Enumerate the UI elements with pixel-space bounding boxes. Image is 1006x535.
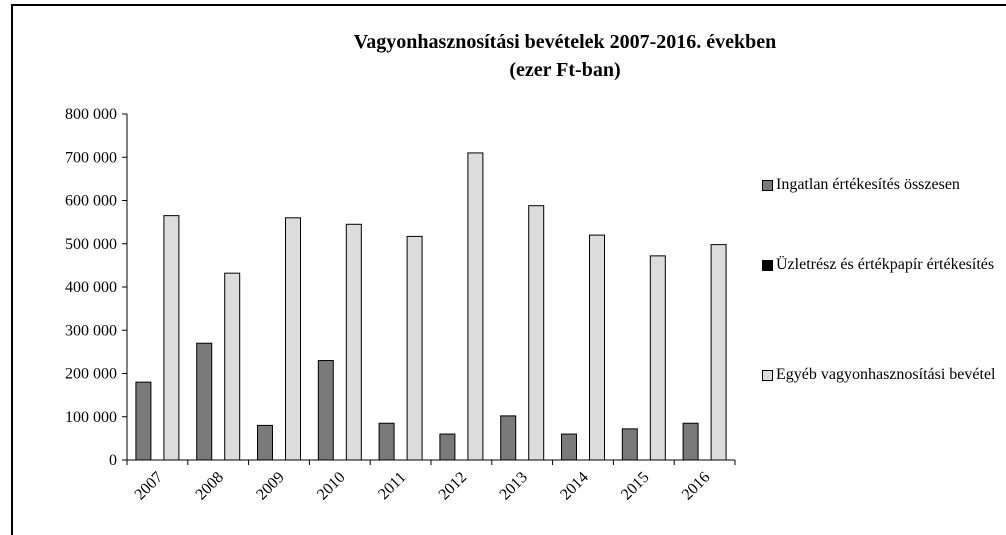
bar (285, 217, 301, 461)
bar (621, 428, 638, 461)
x-tick-label: 2012 (436, 469, 471, 504)
legend-label: Egyéb vagyonhasznosítási bevétel (776, 366, 996, 383)
bar (467, 152, 484, 461)
bar (500, 415, 517, 461)
x-tick-label: 2009 (253, 469, 288, 504)
bar (406, 235, 423, 461)
legend-swatch (762, 180, 773, 191)
bar (710, 244, 727, 461)
x-tick-label: 2014 (557, 469, 592, 504)
bar (378, 422, 395, 461)
x-tick-label: 2013 (496, 469, 531, 504)
chart-title: Vagyonhasznosítási bevételek 2007-2016. … (354, 31, 777, 53)
bar (649, 255, 666, 461)
x-tick-label: 2015 (618, 469, 653, 504)
x-tick-label: 2007 (132, 469, 167, 504)
bar (196, 342, 213, 461)
y-tick-label: 200 000 (65, 366, 117, 383)
bar (224, 272, 241, 461)
legend-label: Üzletrész és értékpapír értékesítés (776, 256, 995, 273)
legend-label: Ingatlan értékesítés összesen (776, 176, 960, 193)
y-tick-label: 600 000 (65, 193, 117, 210)
y-tick-label: 0 (109, 452, 117, 469)
x-tick-label: 2010 (314, 469, 349, 504)
y-tick-label: 700 000 (65, 149, 117, 166)
bar (345, 223, 362, 461)
legend-swatch (762, 370, 773, 381)
bar (163, 215, 180, 461)
chart-subtitle: (ezer Ft-ban) (509, 59, 620, 81)
legend-item: Üzletrész és értékpapír értékesítés (762, 255, 998, 275)
bar (589, 234, 605, 461)
x-tick-label: 2011 (375, 469, 409, 503)
bar (317, 360, 334, 461)
x-tick-label: 2008 (192, 469, 227, 504)
x-tick-label: 2016 (679, 469, 714, 504)
bar (682, 422, 699, 461)
y-tick-label: 400 000 (65, 279, 117, 296)
y-tick-label: 300 000 (65, 322, 117, 339)
bar (135, 381, 152, 461)
y-tick-label: 100 000 (65, 409, 117, 426)
bar (561, 433, 577, 461)
legend-item: Ingatlan értékesítés összesen (762, 175, 998, 195)
bar (257, 424, 273, 461)
frame (11, 4, 1006, 535)
bar (528, 205, 545, 461)
bar (439, 433, 456, 461)
legend-item: Egyéb vagyonhasznosítási bevétel (762, 365, 998, 385)
y-tick-label: 800 000 (65, 106, 117, 123)
legend-swatch (762, 260, 773, 271)
y-tick-label: 500 000 (65, 236, 117, 253)
